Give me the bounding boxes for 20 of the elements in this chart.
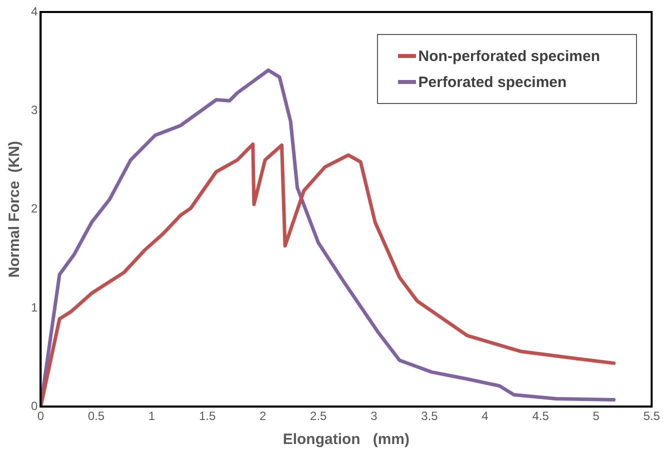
y-tick-label: 1 bbox=[30, 300, 38, 314]
x-tick-label: 4 bbox=[482, 409, 489, 424]
y-tick-label: 0 bbox=[30, 398, 38, 413]
x-axis-title: Elongation (mm) bbox=[282, 431, 410, 448]
x-tick-label: 2 bbox=[260, 409, 267, 424]
x-tick-label: 3 bbox=[370, 409, 378, 424]
x-tick-label: 5.5 bbox=[643, 409, 660, 424]
legend-label: Perforated specimen bbox=[418, 74, 567, 90]
y-tick-label: 2 bbox=[30, 202, 38, 216]
legend-label: Non-perforated specimen bbox=[418, 48, 600, 64]
x-tick-label: 2.5 bbox=[310, 409, 328, 424]
x-tick-label: 1.5 bbox=[198, 409, 216, 424]
y-tick-label: 3 bbox=[30, 102, 38, 117]
x-tick-label: 4.5 bbox=[532, 409, 550, 424]
y-tick-label: 4 bbox=[30, 4, 38, 18]
x-tick-label: 5 bbox=[592, 409, 600, 424]
x-tick-label: 1 bbox=[148, 409, 156, 424]
x-tick-label: 0.5 bbox=[88, 409, 105, 424]
y-axis-title: Normal Force (KN) bbox=[6, 140, 24, 278]
x-tick-label: 3.5 bbox=[421, 409, 438, 424]
